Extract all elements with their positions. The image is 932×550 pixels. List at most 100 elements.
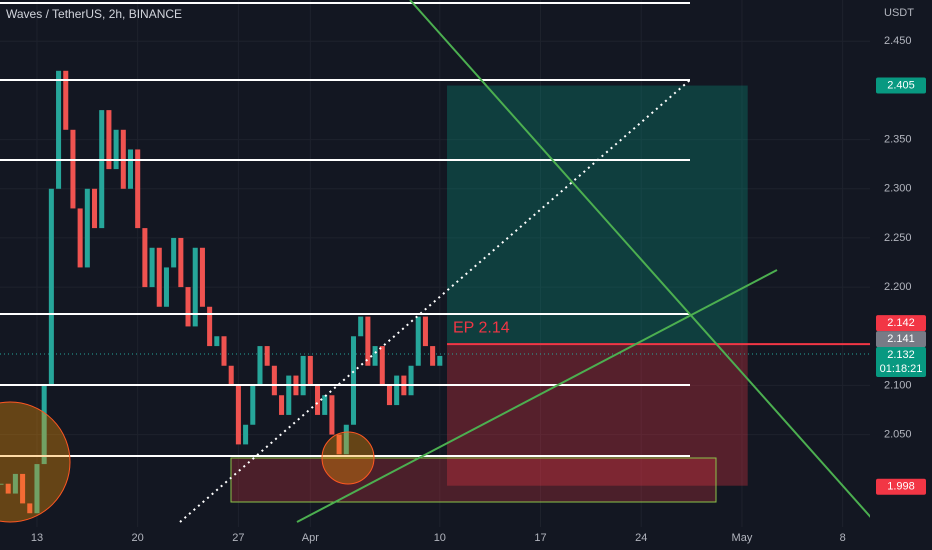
drawings <box>0 0 876 523</box>
candle <box>56 70 62 189</box>
y-tick-label: 2.350 <box>884 134 912 146</box>
candle <box>171 237 177 268</box>
y-tick-label: 2.050 <box>884 428 912 440</box>
circle-marker <box>321 431 375 485</box>
stop-zone <box>447 345 748 486</box>
candle <box>257 346 263 386</box>
x-tick-label: 10 <box>434 532 446 544</box>
candle <box>178 237 184 288</box>
candle <box>228 365 234 386</box>
candle <box>149 247 155 288</box>
candle <box>127 149 134 189</box>
candle <box>437 355 443 366</box>
candle <box>279 395 285 415</box>
trend-line <box>409 0 876 523</box>
circle-marker <box>0 401 71 523</box>
candle <box>329 395 335 435</box>
candle <box>394 375 400 406</box>
candle <box>271 365 277 396</box>
dotted-line <box>179 79 691 523</box>
candle <box>350 336 357 425</box>
price-tag <box>876 331 926 348</box>
price-tag <box>876 478 926 495</box>
price-tag-label: 1.998 <box>887 481 915 493</box>
candle <box>365 316 371 366</box>
y-tick-label: 2.300 <box>884 183 912 195</box>
candle <box>430 346 436 366</box>
candle <box>63 70 69 130</box>
candle <box>264 346 270 366</box>
candle <box>199 247 205 307</box>
price-tag <box>876 77 926 94</box>
trend-line <box>296 269 778 523</box>
candle <box>322 395 328 415</box>
x-tick-label: 24 <box>635 532 647 544</box>
price-tag-label: 2.142 <box>887 317 915 329</box>
x-tick-label: 27 <box>232 532 244 544</box>
candle <box>0 483 4 485</box>
zone-rect <box>230 457 717 503</box>
candle <box>99 110 105 229</box>
candle <box>192 247 198 327</box>
x-tick-label: 8 <box>840 532 846 544</box>
candle <box>415 316 421 366</box>
candle <box>250 385 256 425</box>
position-tool <box>0 85 870 486</box>
x-tick-label: 17 <box>534 532 546 544</box>
candle <box>135 149 141 229</box>
candle <box>20 473 26 504</box>
candle <box>142 228 148 288</box>
price-tag-label: 2.405 <box>887 79 915 91</box>
x-tick-label: Apr <box>302 532 319 544</box>
candle <box>372 346 378 366</box>
candle <box>214 336 220 347</box>
candle <box>343 424 349 455</box>
candle <box>315 385 321 415</box>
price-tag <box>876 346 926 377</box>
candle <box>307 355 313 386</box>
axis-title: USDT <box>884 7 914 19</box>
candle <box>27 503 33 514</box>
candle <box>77 208 83 268</box>
candles <box>0 70 443 514</box>
x-tick-label: May <box>732 532 753 544</box>
candle <box>408 365 414 396</box>
countdown: 01:18:21 <box>880 363 923 375</box>
candle <box>106 110 112 170</box>
candle <box>221 336 227 366</box>
price-axis: 2.450 2.350 2.300 2.250 2.200 2.100 2.050 2.405… <box>870 0 932 550</box>
candle <box>235 385 241 445</box>
candle <box>422 316 428 347</box>
grid <box>0 0 870 527</box>
y-tick-label: 2.100 <box>884 379 912 391</box>
candle <box>379 346 385 386</box>
candle <box>386 385 392 406</box>
candle <box>12 473 18 494</box>
candle <box>358 316 364 337</box>
candle <box>70 129 76 209</box>
candle <box>156 247 162 307</box>
candle <box>243 424 249 445</box>
candle <box>34 464 40 514</box>
candle <box>41 385 47 465</box>
y-tick-label: 2.250 <box>884 232 912 244</box>
candle <box>92 188 98 229</box>
price-tag-label: 2.132 <box>887 349 915 361</box>
y-tick-label: 2.200 <box>884 281 912 293</box>
candle <box>163 267 169 307</box>
price-tag-label: 2.141 <box>887 333 915 345</box>
candle <box>113 129 119 170</box>
y-tick-label: 2.450 <box>884 35 912 47</box>
candle <box>48 188 54 386</box>
candle <box>300 355 306 396</box>
price-tag <box>876 315 926 332</box>
target-zone <box>447 85 748 346</box>
annotation: EP 2.14 <box>453 319 510 336</box>
candle <box>5 483 11 494</box>
candle <box>207 306 213 347</box>
candle <box>286 375 292 415</box>
x-tick-label: 13 <box>31 532 43 544</box>
chart-title: Waves / TetherUS, 2h, BINANCE <box>6 7 182 21</box>
candle <box>336 434 342 455</box>
